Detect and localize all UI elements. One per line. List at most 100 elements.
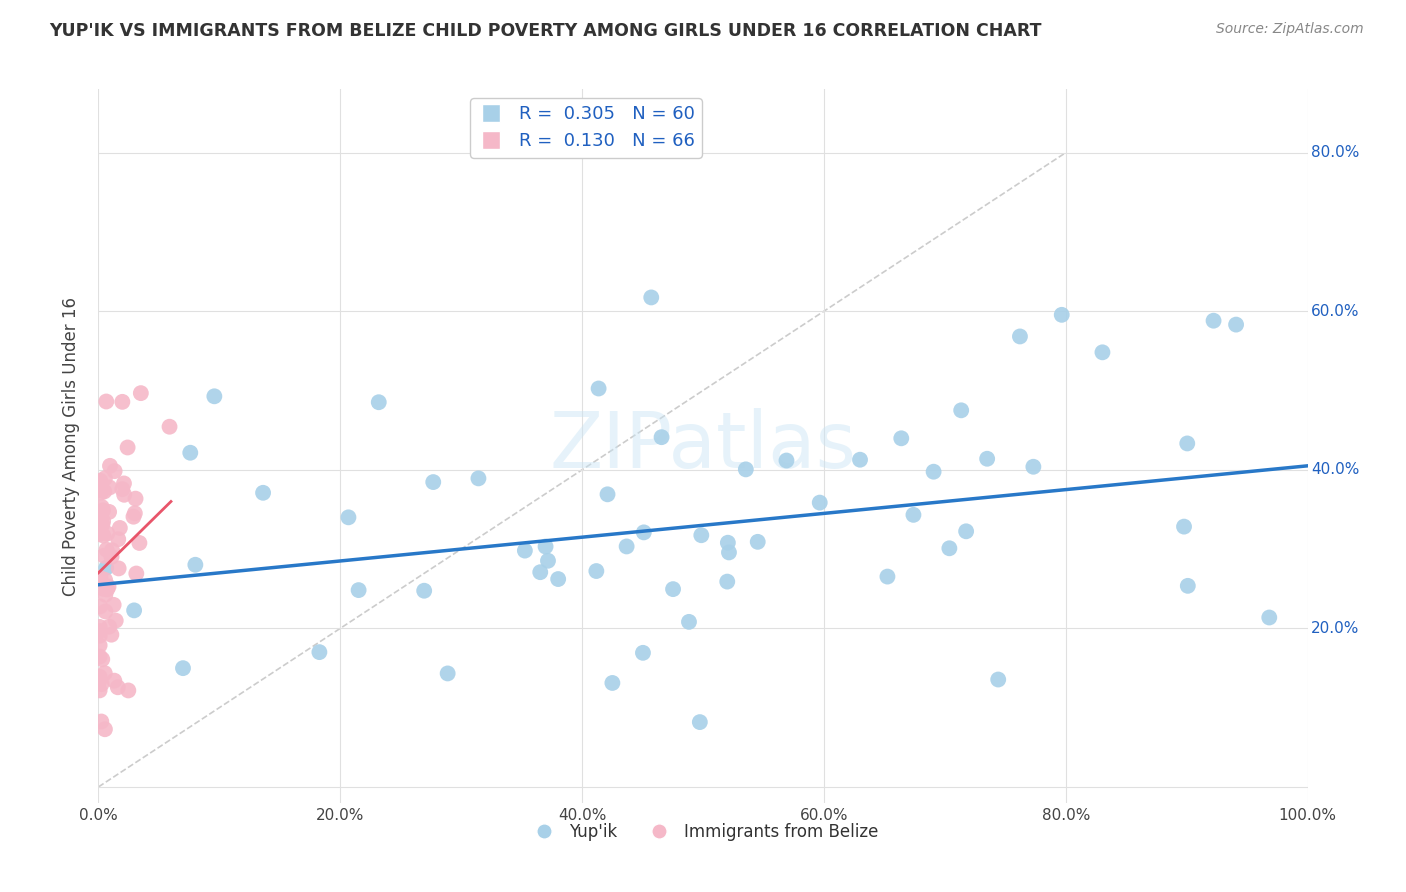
Point [347,583,370,598]
Point [89,629,111,643]
Point [107,533,129,547]
Point [98,458,121,473]
Point [775,453,797,467]
Point [184,558,207,572]
Point [955,524,977,539]
Point [616,540,638,554]
Point [111,482,134,496]
Point [90,677,112,691]
Point [1258,610,1281,624]
Point [808,495,831,509]
Point [640,290,662,304]
Point [96,542,118,557]
Point [103,673,125,688]
Point [117,683,139,698]
Point [252,485,274,500]
Point [91,503,114,517]
Point [94,471,117,485]
Point [94,604,117,618]
Point [678,615,700,629]
Point [1177,579,1199,593]
Point [89,683,111,698]
Point [903,508,925,522]
Point [128,536,150,550]
Point [112,476,135,491]
Point [1022,459,1045,474]
Point [529,565,551,579]
Point [367,395,389,409]
Point [90,714,112,729]
Point [96,394,118,409]
Point [534,540,557,554]
Point [89,624,111,638]
Point [107,561,129,575]
Point [308,645,330,659]
Text: 80.0%: 80.0% [1312,145,1360,161]
Point [1202,314,1225,328]
Point [89,527,111,541]
Point [976,451,998,466]
Y-axis label: Child Poverty Among Girls Under 16: Child Poverty Among Girls Under 16 [62,296,80,596]
Point [89,673,111,688]
Point [90,485,112,500]
Point [890,431,912,445]
Point [717,545,740,559]
Point [91,582,114,596]
Point [689,715,711,730]
Point [1175,436,1198,450]
Point [1008,329,1031,343]
Point [98,620,121,634]
Point [93,549,115,563]
Point [100,549,122,564]
Point [747,534,769,549]
Point [90,500,112,514]
Point [89,649,111,664]
Point [1091,345,1114,359]
Point [90,483,112,497]
Point [107,680,129,694]
Text: 40.0%: 40.0% [1312,462,1360,477]
Point [89,571,111,585]
Point [337,510,360,524]
Point [97,580,120,594]
Point [89,599,111,614]
Point [179,446,201,460]
Point [89,638,111,652]
Point [96,582,118,597]
Point [90,517,112,532]
Point [633,525,655,540]
Point [651,430,673,444]
Point [94,588,117,602]
Point [124,506,146,520]
Point [98,481,121,495]
Point [117,441,139,455]
Point [91,652,114,666]
Point [89,474,111,488]
Point [93,484,115,499]
Point [876,569,898,583]
Point [422,475,444,489]
Point [104,614,127,628]
Point [436,666,458,681]
Legend: Yup'ik, Immigrants from Belize: Yup'ik, Immigrants from Belize [520,817,886,848]
Point [172,661,194,675]
Point [96,526,118,541]
Point [547,572,569,586]
Point [100,628,122,642]
Point [413,583,436,598]
Point [950,403,973,417]
Point [122,509,145,524]
Text: Source: ZipAtlas.com: Source: ZipAtlas.com [1216,22,1364,37]
Point [588,382,610,396]
Point [585,564,607,578]
Point [602,676,624,690]
Point [111,394,134,409]
Point [124,491,146,506]
Point [662,582,685,596]
Point [938,541,960,556]
Point [1173,519,1195,533]
Point [631,646,654,660]
Point [101,543,124,558]
Point [103,598,125,612]
Point [716,574,738,589]
